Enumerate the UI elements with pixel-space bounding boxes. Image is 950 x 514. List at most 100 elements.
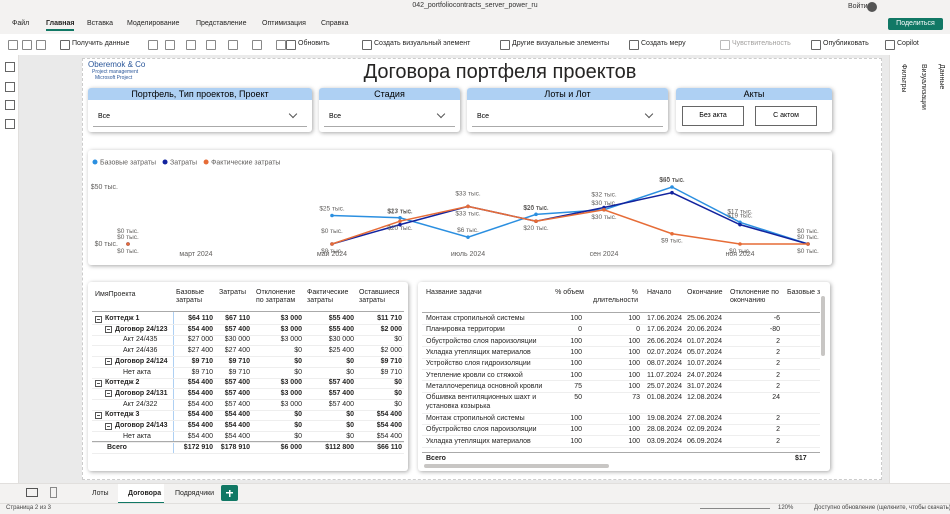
- ribbon-button[interactable]: Опубликовать: [823, 40, 869, 47]
- table-cell: $9 710: [380, 368, 402, 376]
- table-cell: $54 400: [376, 422, 402, 429]
- table-cell: 2: [776, 348, 780, 356]
- table-cell: $0: [394, 389, 402, 397]
- table-cell: 100: [628, 348, 640, 356]
- menu-tab[interactable]: Справка: [321, 20, 349, 27]
- pane-tab[interactable]: Визуализации: [920, 64, 927, 110]
- page-tab[interactable]: Лоты: [92, 490, 109, 497]
- ribbon-icon: [811, 40, 821, 50]
- row-line: [92, 420, 404, 422]
- view-icon: [26, 488, 38, 497]
- column-header: Название задачи: [426, 289, 482, 296]
- table-cell: 100: [570, 426, 582, 434]
- legend-marker: [162, 159, 168, 165]
- line-chart: $0 тыс. $50 тыс. март 2024 май 2024 июль 202…: [91, 159, 819, 258]
- data-label: $26 тыс.: [523, 204, 549, 211]
- table-cell: $0: [294, 368, 302, 376]
- series-point: [466, 204, 470, 209]
- data-label: $0 тыс.: [797, 248, 819, 255]
- logo-text: Project management: [92, 69, 139, 75]
- y-tick-label: $0 тыс.: [95, 241, 118, 248]
- table-cell: 27.08.2024: [687, 415, 723, 423]
- data-label: $0 тыс.: [797, 228, 819, 235]
- table-cell: 100: [628, 360, 640, 368]
- data-label: $6 тыс.: [457, 227, 479, 234]
- menu-tab[interactable]: Оптимизация: [262, 20, 306, 27]
- table-cell: $2 000: [380, 347, 402, 355]
- page-tab[interactable]: Договора: [128, 490, 162, 497]
- page-tab[interactable]: Подрядчики: [175, 490, 215, 497]
- table-cell: Договор 24/124: [115, 357, 168, 365]
- x-tick-label: ноя 2024: [725, 251, 754, 258]
- menu-tab[interactable]: Вставка: [87, 20, 114, 27]
- row-line: [92, 441, 404, 443]
- slicer-button[interactable]: С актом: [755, 106, 817, 126]
- column-header: Фактические затраты: [307, 289, 349, 304]
- table-cell: $0: [294, 432, 302, 440]
- table-cell: 01.08.2024: [647, 394, 683, 402]
- ribbon-button[interactable]: Обновить: [298, 40, 330, 47]
- table-cell: Планировка территории: [426, 326, 505, 334]
- ribbon-button[interactable]: Получить данные: [72, 40, 130, 47]
- menu-tab[interactable]: Файл: [12, 20, 30, 27]
- column-header: % объем: [555, 289, 584, 296]
- table-cell: 17.06.2024: [647, 326, 683, 334]
- row-line: [422, 335, 820, 337]
- ribbon-button[interactable]: Copilot: [897, 40, 919, 47]
- series-point: [398, 222, 402, 227]
- table-cell: 100: [570, 315, 582, 322]
- table-cell: $57 400: [224, 325, 250, 333]
- table-cell: 10.07.2024: [687, 360, 723, 368]
- expander: [105, 326, 112, 334]
- dropdown-value[interactable]: Все: [477, 113, 490, 120]
- table-cell: $27 400: [224, 347, 250, 355]
- menu-tab[interactable]: Моделирование: [127, 20, 180, 27]
- data-label: $33 тыс.: [455, 190, 481, 197]
- logo-text: Oberemok & Co: [88, 60, 146, 69]
- ribbon-button[interactable]: Чувствительность: [732, 40, 791, 47]
- series-point: [398, 215, 402, 220]
- pane-tab[interactable]: Фильтры: [900, 64, 907, 93]
- dropdown-value[interactable]: Все: [329, 113, 342, 120]
- table-cell: $9 710: [380, 357, 402, 365]
- row-line: [92, 324, 404, 325]
- slicer-button[interactable]: Без акта: [682, 106, 744, 126]
- ribbon-icon: [206, 40, 216, 50]
- table-cell: $64 110: [188, 315, 213, 322]
- series-point: [670, 190, 674, 195]
- table-cell: 11.07.2024: [647, 371, 682, 379]
- table-cell: Укладка утеплящих материалов: [426, 348, 531, 356]
- ribbon-button[interactable]: Создать визуальный элемент: [374, 40, 471, 47]
- dropdown-value[interactable]: Все: [98, 113, 111, 120]
- table-cell: $3 000: [280, 400, 302, 408]
- data-label: $33 тыс.: [455, 210, 481, 217]
- menu-tab[interactable]: Главная: [46, 20, 75, 31]
- row-line: [422, 323, 820, 325]
- table-cell: 100: [628, 337, 640, 345]
- table-cell: $0: [346, 432, 354, 440]
- table-cell: $67 110: [225, 315, 250, 322]
- column-header: Начало: [647, 289, 672, 296]
- sign-in[interactable]: Войти: [848, 3, 868, 10]
- legend-label: Базовые затраты: [100, 160, 156, 167]
- table-cell: $54 400: [187, 411, 213, 419]
- table-cell: $0: [394, 400, 402, 408]
- share-button[interactable]: Поделиться: [888, 18, 943, 30]
- table-cell: 08.07.2024: [647, 360, 683, 368]
- table-cell: 100: [628, 426, 640, 434]
- table-cell: 2: [776, 360, 780, 368]
- status-update[interactable]: Доступно обновление (щелкните, чтобы ска…: [814, 505, 950, 511]
- ribbon-button[interactable]: Создать меру: [641, 40, 686, 47]
- legend-label: Затраты: [170, 160, 197, 167]
- dropdown: [472, 106, 663, 127]
- table-cell: $17: [795, 455, 807, 462]
- menu-bar: [0, 15, 950, 34]
- table-cell: $0: [294, 357, 302, 365]
- pane-tab[interactable]: Данные: [938, 64, 945, 90]
- ribbon-button[interactable]: Другие визуальные элементы: [512, 40, 610, 47]
- ribbon-icon: [720, 40, 730, 50]
- table-cell: 06.09.2024: [687, 437, 723, 445]
- menu-tab[interactable]: Представление: [196, 20, 247, 27]
- table-cell: Акт 24/322: [123, 400, 158, 408]
- data-label: $0 тыс.: [729, 248, 751, 255]
